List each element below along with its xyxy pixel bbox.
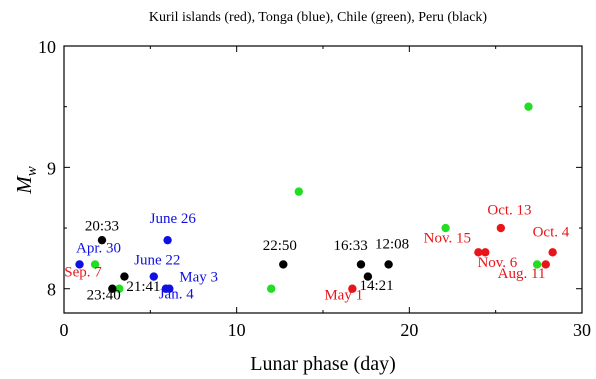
point-annotation: 12:08 — [375, 237, 409, 253]
x-tick-label: 0 — [60, 320, 69, 340]
data-point-series-2 — [294, 187, 304, 196]
point-annotation: 23:40 — [87, 288, 121, 304]
point-annotation: May 3 — [179, 269, 218, 285]
point-annotations: 20:33 Apr. 30 Sep. 7 23:40 21:41 June 26 June … — [64, 203, 569, 304]
data-point-series-3 — [97, 235, 107, 245]
x-axis-label: Lunar phase (day) — [250, 353, 396, 375]
data-point-series-1 — [163, 235, 172, 245]
y-axis-label: Mw — [12, 166, 40, 195]
y-tick-label: 9 — [47, 158, 56, 178]
data-point-series-2 — [532, 260, 542, 269]
data-point-series-3 — [356, 260, 366, 269]
point-annotation: 21:41 — [126, 279, 160, 295]
point-annotation: Apr. 30 — [76, 240, 121, 256]
data-point-series-2 — [524, 102, 533, 111]
data-point-series-2 — [267, 284, 276, 293]
x-tick-label: 10 — [228, 320, 246, 340]
x-tick-label: 20 — [400, 320, 418, 340]
data-point-series-3 — [384, 260, 393, 269]
point-annotation: 22:50 — [263, 238, 297, 254]
point-annotation: Oct. 13 — [487, 203, 531, 219]
point-annotation: 20:33 — [85, 218, 119, 234]
data-point-series-0 — [348, 284, 357, 293]
point-annotation: May 1 — [324, 288, 363, 304]
point-annotation: Sep. 7 — [64, 265, 102, 281]
point-annotation: 14:21 — [359, 278, 393, 294]
data-point-series-2 — [441, 223, 450, 233]
data-point-series-0 — [481, 248, 490, 257]
chart-title: Kuril islands (red), Tonga (blue), Chile… — [149, 10, 487, 25]
point-annotation: June 26 — [150, 211, 197, 227]
data-point-series-3 — [279, 260, 288, 269]
data-point-series-3 — [108, 284, 117, 293]
y-axis-label-main: M — [12, 175, 36, 195]
data-point-series-1 — [149, 272, 158, 281]
y-tick-label: 8 — [47, 280, 56, 300]
y-axis-label-subscript: w — [24, 166, 40, 176]
data-point-series-1 — [165, 284, 174, 293]
point-annotation: Nov. 6 — [477, 255, 517, 271]
point-annotation: Nov. 15 — [424, 231, 471, 247]
y-tick-label: 10 — [38, 37, 56, 57]
data-point-series-2 — [115, 284, 124, 293]
x-axis: 0 10 20 30 — [60, 46, 591, 340]
point-annotation: 16:33 — [334, 238, 368, 254]
data-point-series-3 — [363, 272, 373, 281]
data-point-series-3 — [120, 272, 129, 281]
point-annotation: Oct. 4 — [533, 225, 570, 241]
data-point-series-1 — [75, 260, 84, 269]
x-tick-label: 30 — [573, 320, 591, 340]
y-axis: 8 9 10 — [38, 37, 582, 300]
point-annotation: June 22 — [134, 252, 180, 268]
data-point-series-0 — [496, 223, 506, 233]
point-annotation: Aug. 11 — [498, 266, 546, 282]
data-point-series-0 — [548, 248, 557, 257]
data-point-series-2 — [90, 260, 100, 269]
data-point-series-0 — [541, 260, 550, 269]
data-points — [75, 102, 557, 293]
data-point-series-0 — [474, 248, 483, 257]
point-annotation: Jan. 4 — [159, 286, 194, 302]
